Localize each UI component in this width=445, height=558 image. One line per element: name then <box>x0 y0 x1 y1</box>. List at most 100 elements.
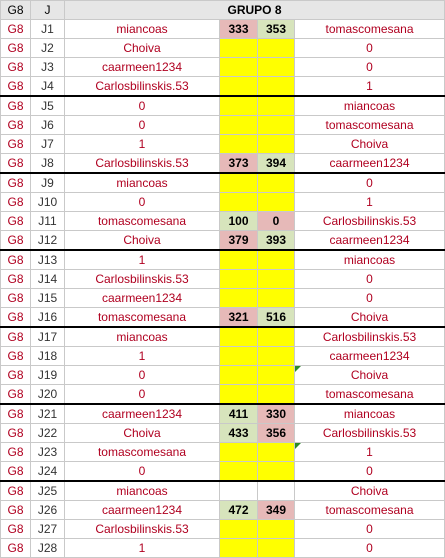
home-player-cell[interactable]: miancoas <box>64 19 220 39</box>
away-score-cell[interactable]: 356 <box>257 423 295 443</box>
home-score-cell[interactable] <box>219 384 258 405</box>
home-player-cell[interactable]: 1 <box>64 134 220 154</box>
group-cell[interactable]: G8 <box>0 95 31 116</box>
round-cell[interactable]: J24 <box>30 461 65 482</box>
home-player-cell[interactable]: Choiva <box>64 423 220 443</box>
away-player-cell[interactable]: tomascomesana <box>293 500 445 520</box>
home-score-cell[interactable] <box>219 76 258 97</box>
away-player-cell[interactable]: Choiva <box>293 365 445 385</box>
round-cell[interactable]: J18 <box>30 346 65 366</box>
away-player-cell[interactable]: tomascomesana <box>293 384 445 405</box>
home-player-cell[interactable]: miancoas <box>64 172 220 193</box>
round-cell[interactable]: J1 <box>30 19 65 39</box>
group-cell[interactable]: G8 <box>0 269 31 289</box>
group-cell[interactable]: G8 <box>0 153 31 174</box>
home-score-cell[interactable]: 100 <box>219 211 258 231</box>
group-cell[interactable]: G8 <box>0 134 31 154</box>
home-player-cell[interactable]: Carlosbilinskis.53 <box>64 519 220 539</box>
home-player-cell[interactable]: 0 <box>64 115 220 135</box>
home-score-cell[interactable]: 373 <box>219 153 258 174</box>
round-cell[interactable]: J2 <box>30 38 65 58</box>
home-player-cell[interactable]: caarmeen1234 <box>64 500 220 520</box>
home-score-cell[interactable] <box>219 172 258 193</box>
away-score-cell[interactable] <box>257 76 295 97</box>
away-score-cell[interactable] <box>257 461 295 482</box>
home-player-cell[interactable]: 0 <box>64 384 220 405</box>
home-score-cell[interactable] <box>219 38 258 58</box>
home-player-cell[interactable]: 0 <box>64 461 220 482</box>
round-cell[interactable]: J15 <box>30 288 65 308</box>
home-player-cell[interactable]: Choiva <box>64 38 220 58</box>
round-cell[interactable]: J3 <box>30 57 65 77</box>
home-score-cell[interactable] <box>219 538 258 558</box>
away-player-cell[interactable]: miancoas <box>293 249 445 270</box>
group-cell[interactable]: G8 <box>0 403 31 424</box>
away-score-cell[interactable] <box>257 288 295 308</box>
home-score-cell[interactable]: 433 <box>219 423 258 443</box>
home-score-cell[interactable] <box>219 134 258 154</box>
home-score-cell[interactable]: 321 <box>219 307 258 328</box>
away-score-cell[interactable] <box>257 115 295 135</box>
round-cell[interactable]: J17 <box>30 326 65 347</box>
group-cell[interactable]: G8 <box>0 480 31 501</box>
away-player-cell[interactable]: 0 <box>293 288 445 308</box>
round-cell[interactable]: J21 <box>30 403 65 424</box>
away-player-cell[interactable]: 1 <box>293 76 445 97</box>
away-player-cell[interactable]: 0 <box>293 538 445 558</box>
comment-marker-icon[interactable] <box>295 366 301 372</box>
away-score-cell[interactable] <box>257 346 295 366</box>
away-score-cell[interactable] <box>257 365 295 385</box>
round-cell[interactable]: J22 <box>30 423 65 443</box>
away-score-cell[interactable] <box>257 38 295 58</box>
group-cell[interactable]: G8 <box>0 76 31 97</box>
round-cell[interactable]: J8 <box>30 153 65 174</box>
away-player-cell[interactable]: 0 <box>293 57 445 77</box>
group-cell[interactable]: G8 <box>0 19 31 39</box>
away-score-cell[interactable] <box>257 269 295 289</box>
home-player-cell[interactable]: tomascomesana <box>64 211 220 231</box>
home-player-cell[interactable]: 1 <box>64 346 220 366</box>
home-player-cell[interactable]: caarmeen1234 <box>64 403 220 424</box>
away-score-cell[interactable] <box>257 442 295 462</box>
away-score-cell[interactable] <box>257 172 295 193</box>
group-cell[interactable]: G8 <box>0 384 31 405</box>
round-cell[interactable]: J23 <box>30 442 65 462</box>
away-player-cell[interactable]: miancoas <box>293 403 445 424</box>
group-cell[interactable]: G8 <box>0 288 31 308</box>
away-player-cell[interactable]: Carlosbilinskis.53 <box>293 423 445 443</box>
home-score-cell[interactable]: 333 <box>219 19 258 39</box>
home-score-cell[interactable] <box>219 269 258 289</box>
home-player-cell[interactable]: 0 <box>64 192 220 212</box>
home-score-cell[interactable] <box>219 326 258 347</box>
away-player-cell[interactable]: Carlosbilinskis.53 <box>293 326 445 347</box>
round-cell[interactable]: J10 <box>30 192 65 212</box>
comment-marker-icon[interactable] <box>295 443 301 449</box>
group-cell[interactable]: G8 <box>0 192 31 212</box>
group-cell[interactable]: G8 <box>0 461 31 482</box>
home-player-cell[interactable]: 1 <box>64 538 220 558</box>
header-round-cell[interactable]: J <box>30 0 65 20</box>
home-player-cell[interactable]: miancoas <box>64 480 220 501</box>
home-score-cell[interactable]: 472 <box>219 500 258 520</box>
home-player-cell[interactable]: 1 <box>64 249 220 270</box>
away-score-cell[interactable] <box>257 57 295 77</box>
home-score-cell[interactable] <box>219 346 258 366</box>
round-cell[interactable]: J26 <box>30 500 65 520</box>
home-score-cell[interactable] <box>219 95 258 116</box>
away-player-cell[interactable]: tomascomesana <box>293 19 445 39</box>
home-player-cell[interactable]: miancoas <box>64 326 220 347</box>
away-player-cell[interactable]: 0 <box>293 519 445 539</box>
round-cell[interactable]: J20 <box>30 384 65 405</box>
away-score-cell[interactable] <box>257 249 295 270</box>
home-score-cell[interactable] <box>219 57 258 77</box>
home-score-cell[interactable] <box>219 288 258 308</box>
home-player-cell[interactable]: Carlosbilinskis.53 <box>64 153 220 174</box>
group-cell[interactable]: G8 <box>0 519 31 539</box>
group-cell[interactable]: G8 <box>0 423 31 443</box>
home-score-cell[interactable]: 411 <box>219 403 258 424</box>
away-score-cell[interactable]: 349 <box>257 500 295 520</box>
away-player-cell[interactable]: 0 <box>293 269 445 289</box>
away-score-cell[interactable] <box>257 480 295 501</box>
home-player-cell[interactable]: Carlosbilinskis.53 <box>64 269 220 289</box>
away-score-cell[interactable] <box>257 95 295 116</box>
